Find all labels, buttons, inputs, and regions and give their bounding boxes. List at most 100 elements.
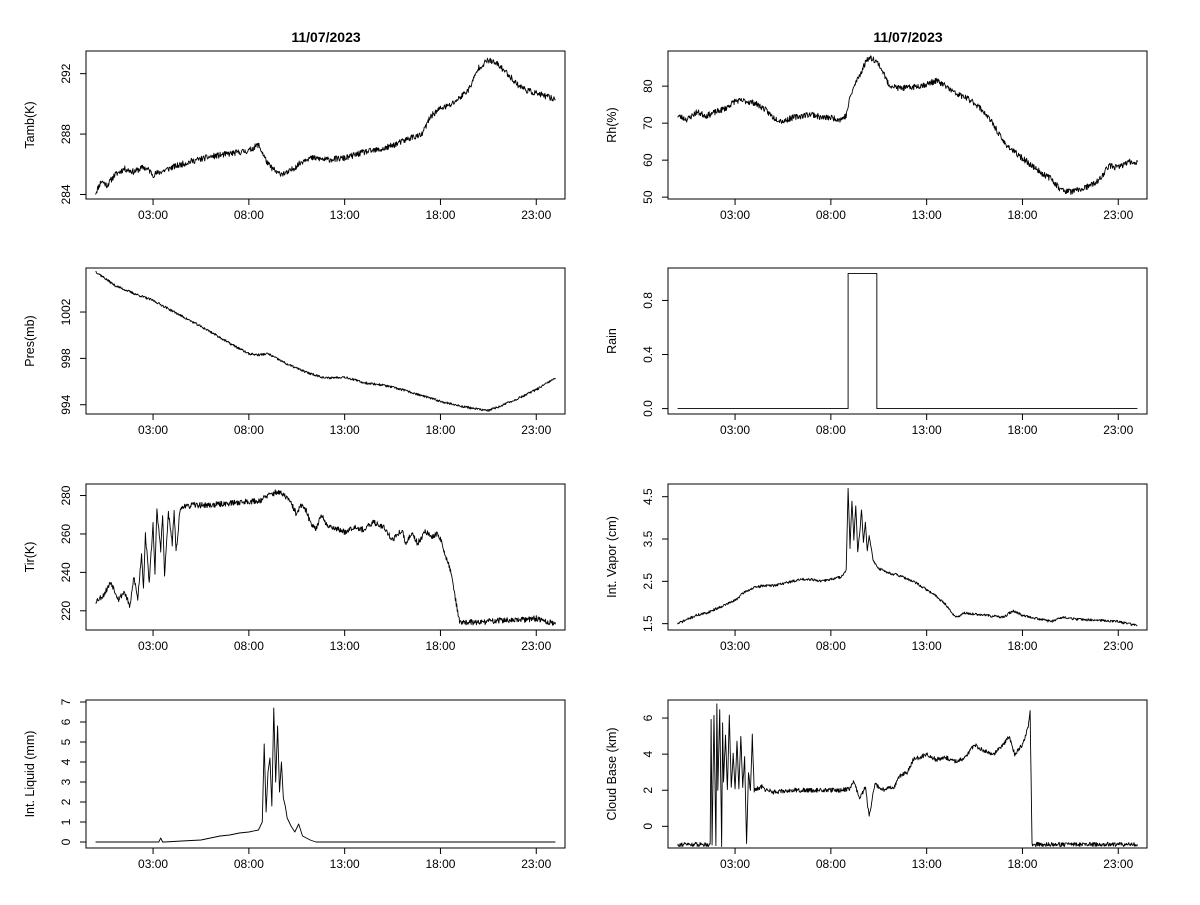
panel-tamb: 03:00 08:00 13:00 18:00 23:00 284 288 292 Tamb(K… [23,50,566,222]
vapor-y-tick-label: 3.5 [641,530,655,547]
cloudbase-plot-frame [667,699,1148,849]
rain-x-tick-label: 08:00 [816,423,846,437]
tir-y-tick-label: 260 [59,524,73,544]
cloudbase-x-tick-label: 03:00 [720,857,750,871]
liquid-y-tick-label: 4 [59,758,73,765]
panel-liquid: 03:00 08:00 13:00 18:00 23:00 0 1 2 3 4 5 6 7 Int. Li… [23,698,566,871]
panel-rain: 03:00 08:00 13:00 18:00 23:00 0.0 0.4 0.8 Rain [605,267,1148,437]
cloudbase-y-tick-label: 6 [641,714,655,721]
pres-y-tick-label: 994 [59,394,73,414]
tir-plot-frame [85,483,566,631]
liquid-x-tick-label: 03:00 [138,857,168,871]
tamb-x-tick-label: 08:00 [234,208,264,222]
pres-x-tick-label: 23:00 [521,423,551,437]
tir-series-line-0 [95,489,556,626]
rain-x-tick-label: 23:00 [1103,423,1133,437]
pres-y-tick-label: 998 [59,348,73,368]
vapor-y-tick-label: 4.5 [641,488,655,505]
tamb-plot-frame [85,50,566,200]
panel-rh: 03:00 08:00 13:00 18:00 23:00 50 60 70 80 Rh(%) [605,50,1148,222]
pres-x-tick-label: 08:00 [234,423,264,437]
liquid-y-tick-label: 0 [59,838,73,845]
tir-x-tick-label: 13:00 [330,639,360,653]
column-title-left: 11/07/2023 [291,29,361,45]
rain-y-tick-label: 0.0 [641,400,655,417]
tir-x-tick-label: 08:00 [234,639,264,653]
cloudbase-x-tick-label: 18:00 [1007,857,1037,871]
column-title-right: 11/07/2023 [873,29,943,45]
vapor-y-axis-label: Int. Vapor (cm) [605,516,619,598]
tamb-series-line-0 [95,57,556,195]
tir-x-tick-label: 03:00 [138,639,168,653]
panel-pres: 03:00 08:00 13:00 18:00 23:00 994 998 1002 Pres(… [23,267,566,437]
rh-y-tick-label: 50 [641,190,655,204]
vapor-x-tick-label: 03:00 [720,639,750,653]
tamb-x-tick-label: 23:00 [521,208,551,222]
liquid-x-tick-label: 18:00 [425,857,455,871]
cloudbase-series-line-0 [677,703,1138,847]
vapor-series-line-0 [677,487,1138,627]
rain-x-tick-label: 13:00 [912,423,942,437]
tir-y-tick-label: 280 [59,485,73,505]
pres-y-tick-label: 1002 [59,298,73,325]
panel-tir: 03:00 08:00 13:00 18:00 23:00 220 240 260 280 Tir… [23,483,566,653]
rh-x-tick-label: 18:00 [1007,208,1037,222]
pres-y-axis-label: Pres(mb) [23,315,37,366]
pres-series-line-0 [95,271,556,412]
rain-y-tick-label: 0.8 [641,292,655,309]
vapor-x-tick-label: 23:00 [1103,639,1133,653]
tamb-x-tick-label: 13:00 [330,208,360,222]
rain-series-line-0 [677,272,1138,410]
tir-y-tick-label: 240 [59,562,73,582]
panel-cloudbase: 03:00 08:00 13:00 18:00 23:00 0 2 4 6 Cloud Base … [605,699,1148,871]
rh-plot-frame [667,50,1148,200]
liquid-y-tick-label: 7 [59,698,73,705]
cloudbase-x-tick-label: 13:00 [912,857,942,871]
tamb-y-tick-label: 284 [59,184,73,204]
tir-y-tick-label: 220 [59,600,73,620]
vapor-x-tick-label: 13:00 [912,639,942,653]
cloudbase-y-tick-label: 0 [641,823,655,830]
tamb-y-axis-label: Tamb(K) [23,101,37,148]
pres-x-tick-label: 13:00 [330,423,360,437]
vapor-y-tick-label: 2.5 [641,573,655,590]
pres-plot-frame [85,267,566,415]
tir-y-axis-label: Tir(K) [23,542,37,573]
rh-y-tick-label: 70 [641,116,655,130]
tamb-y-tick-label: 288 [59,124,73,144]
rh-y-axis-label: Rh(%) [605,107,619,142]
vapor-plot-frame [667,483,1148,631]
rh-x-tick-label: 23:00 [1103,208,1133,222]
rain-plot-frame [667,267,1148,415]
rain-y-tick-label: 0.4 [641,346,655,363]
cloudbase-x-tick-label: 08:00 [816,857,846,871]
liquid-y-tick-label: 2 [59,798,73,805]
liquid-x-tick-label: 23:00 [521,857,551,871]
cloudbase-x-tick-label: 23:00 [1103,857,1133,871]
vapor-x-tick-label: 18:00 [1007,639,1037,653]
cloudbase-y-axis-label: Cloud Base (km) [605,727,619,820]
rain-x-tick-label: 18:00 [1007,423,1037,437]
rh-series-line-0 [677,55,1138,195]
liquid-y-tick-label: 1 [59,818,73,825]
rh-y-tick-label: 80 [641,79,655,93]
rain-y-axis-label: Rain [605,328,619,354]
liquid-x-tick-label: 08:00 [234,857,264,871]
panel-vapor: 03:00 08:00 13:00 18:00 23:00 1.5 2.5 3.5 4.5 Int… [605,483,1148,653]
tamb-x-tick-label: 18:00 [425,208,455,222]
liquid-x-tick-label: 13:00 [330,857,360,871]
tamb-y-tick-label: 292 [59,63,73,83]
liquid-y-axis-label: Int. Liquid (mm) [23,731,37,818]
liquid-plot-frame [85,699,566,849]
liquid-y-tick-label: 3 [59,778,73,785]
liquid-y-tick-label: 5 [59,738,73,745]
rh-x-tick-label: 13:00 [912,208,942,222]
tamb-x-tick-label: 03:00 [138,208,168,222]
cloudbase-y-tick-label: 2 [641,787,655,794]
vapor-x-tick-label: 08:00 [816,639,846,653]
liquid-y-tick-label: 6 [59,718,73,725]
rh-y-tick-label: 60 [641,153,655,167]
cloudbase-y-tick-label: 4 [641,750,655,757]
